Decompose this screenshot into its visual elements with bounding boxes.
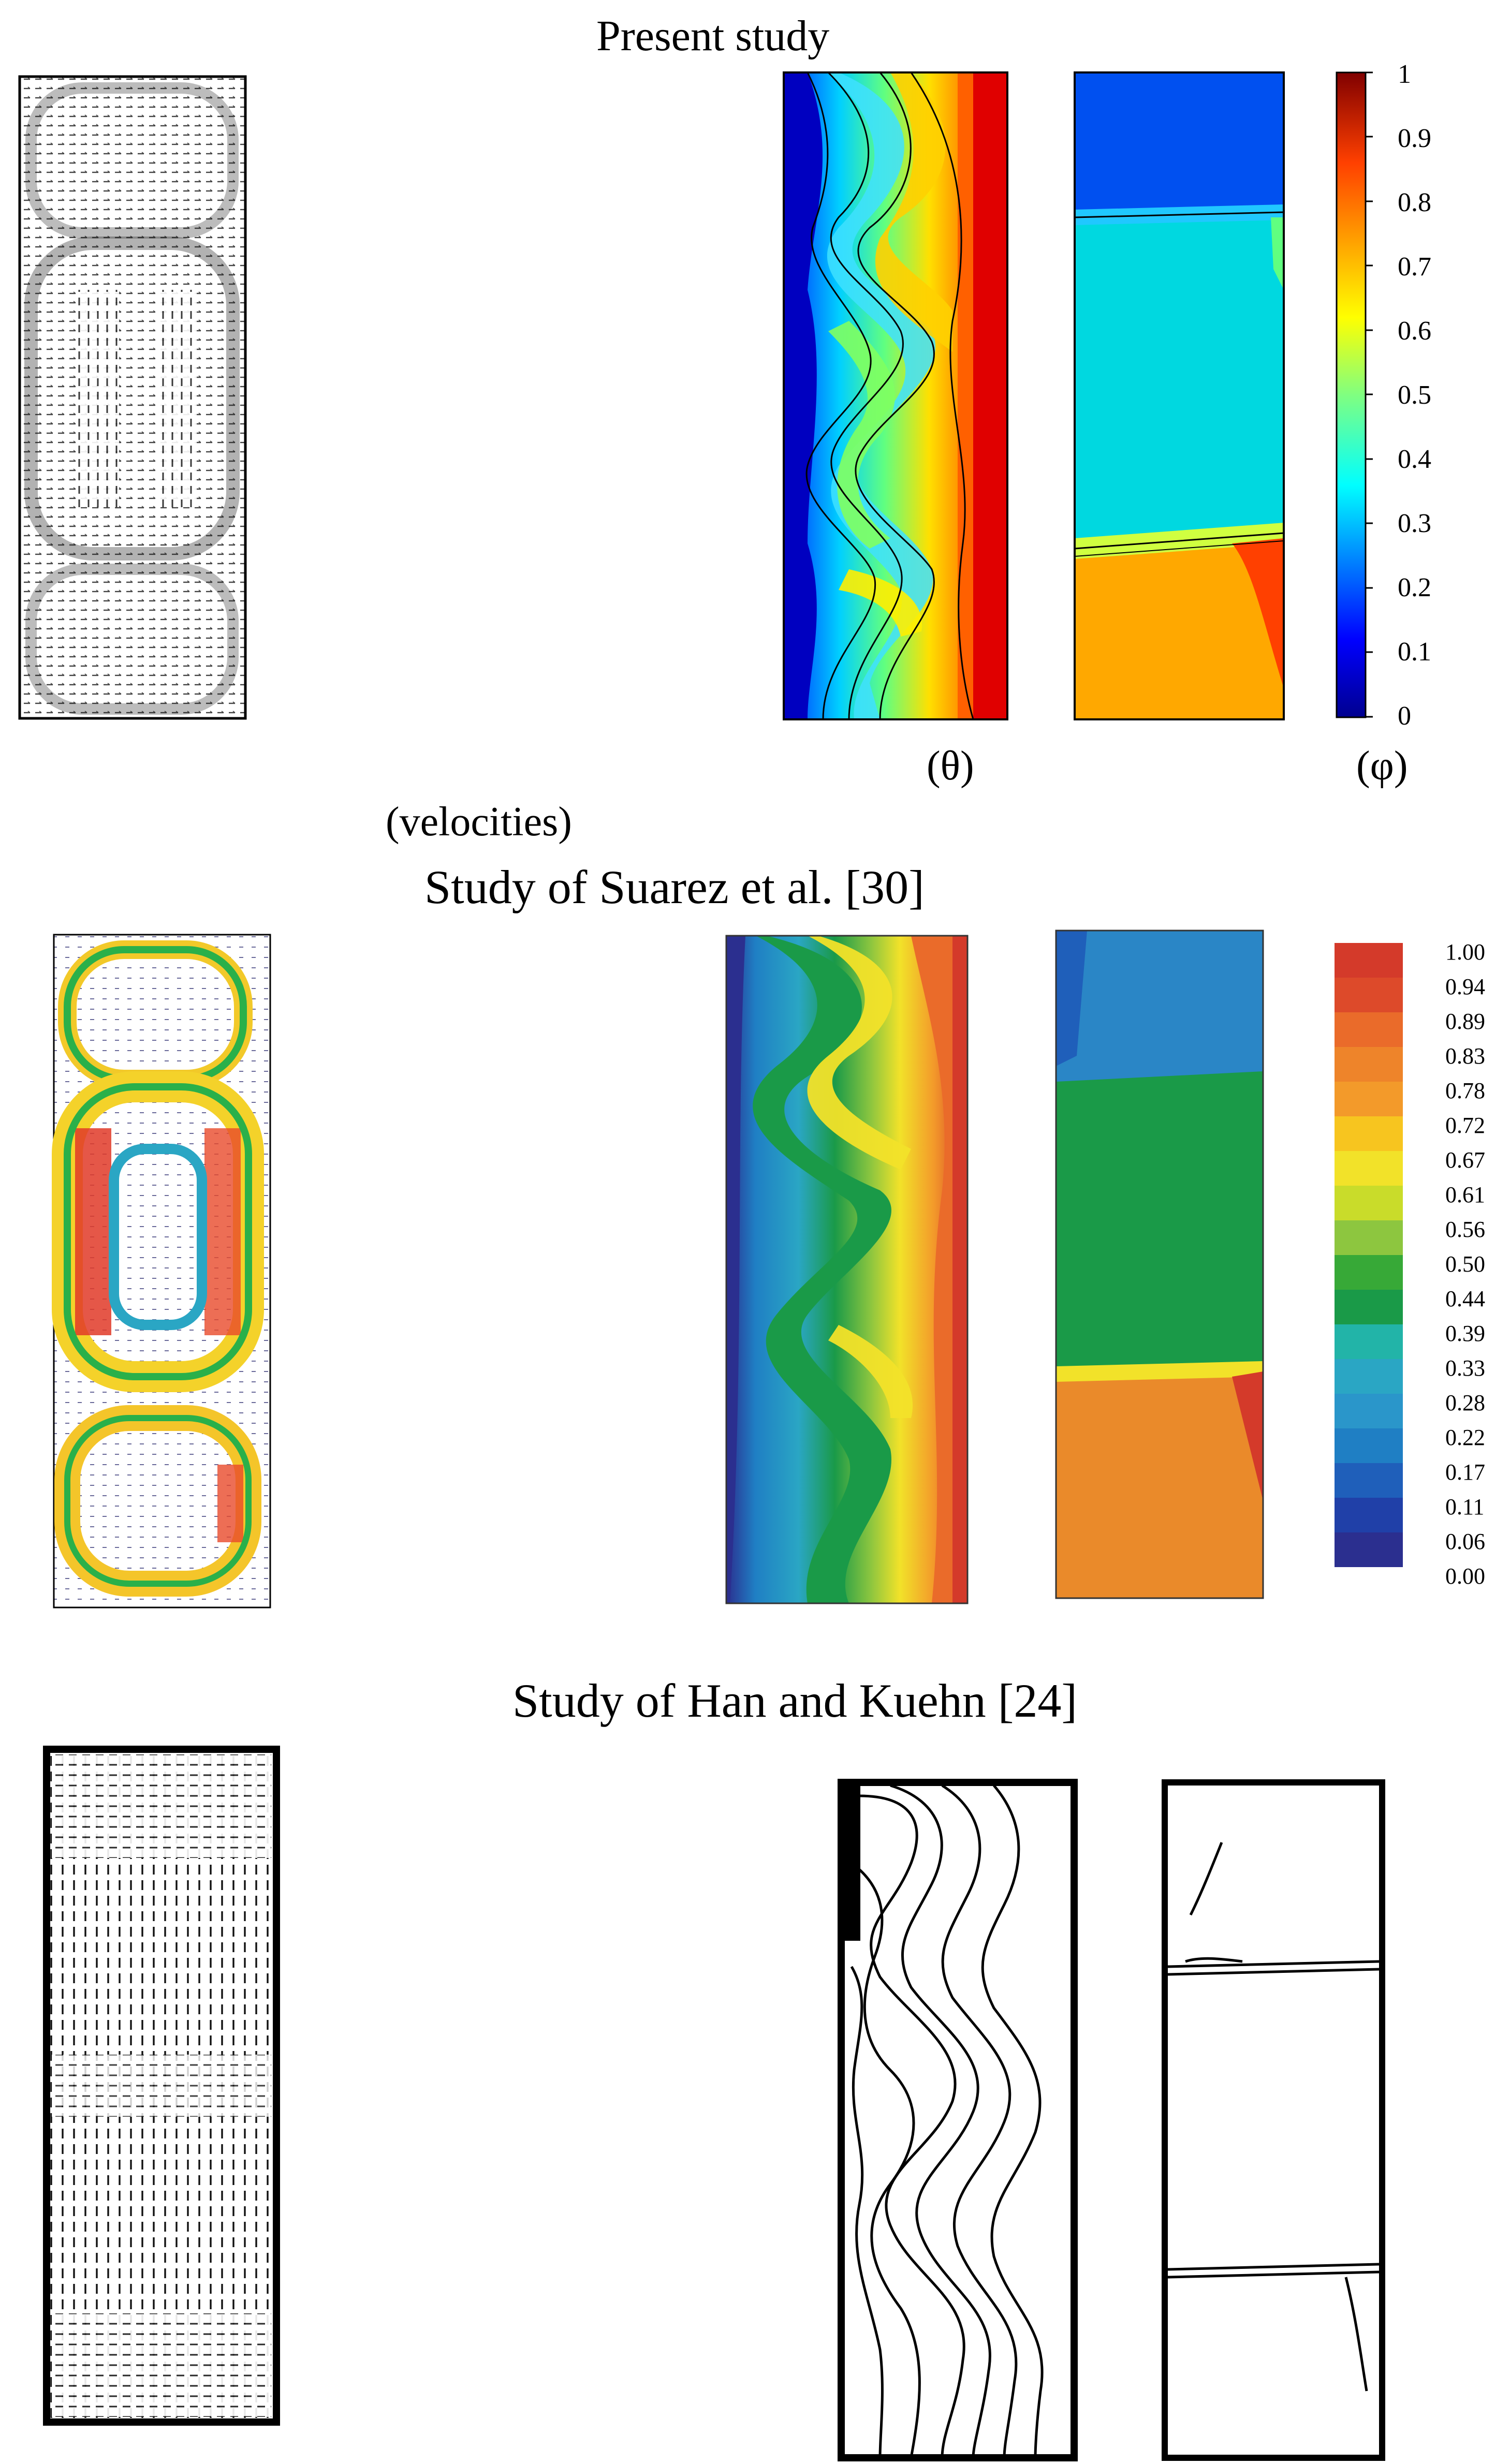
label-theta: (θ) xyxy=(927,743,974,789)
label-phi: (φ) xyxy=(1356,743,1408,789)
cb2-tick: 0.72 xyxy=(1445,1113,1485,1138)
cb2-tick: 0.61 xyxy=(1445,1182,1485,1207)
cb1-tick: 1 xyxy=(1398,60,1411,89)
cb1-tick: 0.3 xyxy=(1398,509,1431,538)
cb2-tick: 0.17 xyxy=(1445,1459,1485,1485)
colorbar-suarez xyxy=(1335,943,1403,1567)
cb2-tick: 0.33 xyxy=(1445,1355,1485,1381)
cb2-tick: 0.89 xyxy=(1445,1009,1485,1034)
cb2-tick: 0.28 xyxy=(1445,1390,1485,1415)
han-velocity-field xyxy=(43,1746,280,2426)
colorbar-present xyxy=(1336,71,1373,718)
cb2-tick: 0.94 xyxy=(1445,974,1485,999)
present-theta-contour xyxy=(783,71,1008,720)
cb1-tick: 0 xyxy=(1398,701,1411,731)
suarez-velocity-field xyxy=(52,934,271,1609)
cb1-tick: 0.7 xyxy=(1398,252,1431,282)
han-theta-contour xyxy=(838,1779,1078,2461)
suarez-phi-contour xyxy=(1055,929,1264,1599)
cb1-tick: 0.8 xyxy=(1398,188,1431,217)
cb2-tick: 0.56 xyxy=(1445,1217,1485,1242)
heading-han-kuehn-study: Study of Han and Kuehn [24] xyxy=(512,1674,1078,1727)
suarez-theta-contour xyxy=(725,935,969,1604)
cb1-tick: 0.4 xyxy=(1398,445,1431,474)
present-velocity-field xyxy=(18,75,247,720)
cb2-tick: 0.83 xyxy=(1445,1043,1485,1069)
cb1-tick: 0.2 xyxy=(1398,573,1431,602)
cb2-tick: 0.00 xyxy=(1445,1563,1485,1589)
cb2-tick: 0.44 xyxy=(1445,1286,1485,1311)
cb2-tick: 1.00 xyxy=(1445,939,1485,965)
cb2-tick: 0.67 xyxy=(1445,1147,1485,1173)
cb2-tick: 0.78 xyxy=(1445,1078,1485,1103)
cb2-tick: 0.22 xyxy=(1445,1425,1485,1450)
han-phi-contour xyxy=(1162,1779,1385,2461)
label-velocities: (velocities) xyxy=(386,799,572,845)
heading-present-study: Present study xyxy=(596,12,830,60)
cb2-tick: 0.50 xyxy=(1445,1251,1485,1277)
cb2-tick: 0.39 xyxy=(1445,1321,1485,1346)
cb1-tick: 0.5 xyxy=(1398,380,1431,410)
cb1-tick: 0.9 xyxy=(1398,124,1431,153)
cb2-tick: 0.11 xyxy=(1445,1494,1485,1519)
present-phi-contour xyxy=(1074,71,1285,720)
heading-suarez-study: Study of Suarez et al. [30] xyxy=(424,861,925,913)
cb2-tick: 0.06 xyxy=(1445,1529,1485,1554)
cb1-tick: 0.1 xyxy=(1398,637,1431,667)
cb1-tick: 0.6 xyxy=(1398,316,1431,346)
